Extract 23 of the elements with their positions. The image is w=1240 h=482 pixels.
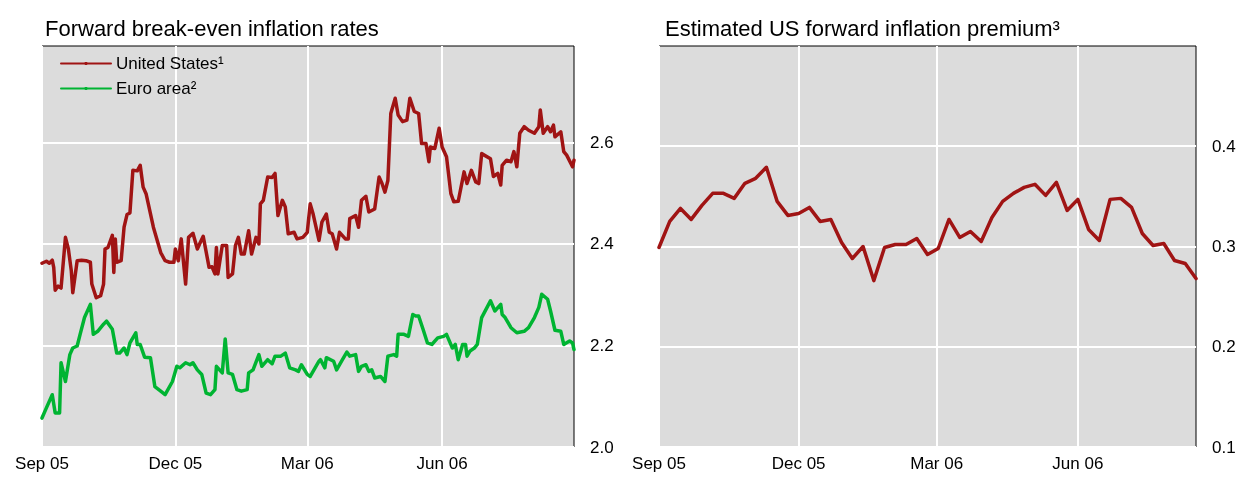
x-tick-label: Mar 06: [910, 454, 964, 473]
y-tick-label: 2.6: [590, 132, 614, 152]
x-tick-label: Jun 06: [1052, 454, 1104, 473]
y-tick-label: 0.4: [1212, 136, 1236, 156]
y-tick-label: 0.1: [1212, 437, 1236, 457]
legend-label: United States¹: [116, 54, 225, 73]
chart-title: Estimated US forward inflation premium³: [665, 15, 1060, 41]
y-tick-label: 2.2: [590, 335, 614, 355]
line-series: [40, 292, 576, 420]
x-tick-label: Jun 06: [416, 454, 468, 473]
y-tick-label: 0.3: [1212, 237, 1236, 256]
y-tick-label: 2.4: [590, 234, 614, 254]
line-series: [657, 165, 1198, 283]
legend-label: Euro area²: [116, 79, 197, 98]
x-tick-label: Dec 05: [771, 454, 826, 473]
x-tick-label: Mar 06: [280, 454, 334, 473]
x-tick-label: Sep 05: [15, 454, 69, 473]
chart-title: Forward break-even inflation rates: [45, 15, 379, 41]
y-tick-label: 2.0: [590, 437, 614, 457]
x-tick-label: Dec 05: [148, 454, 203, 473]
x-tick-label: Sep 05: [632, 454, 686, 473]
y-tick-label: 0.2: [1212, 337, 1236, 357]
line-series: [40, 96, 576, 300]
